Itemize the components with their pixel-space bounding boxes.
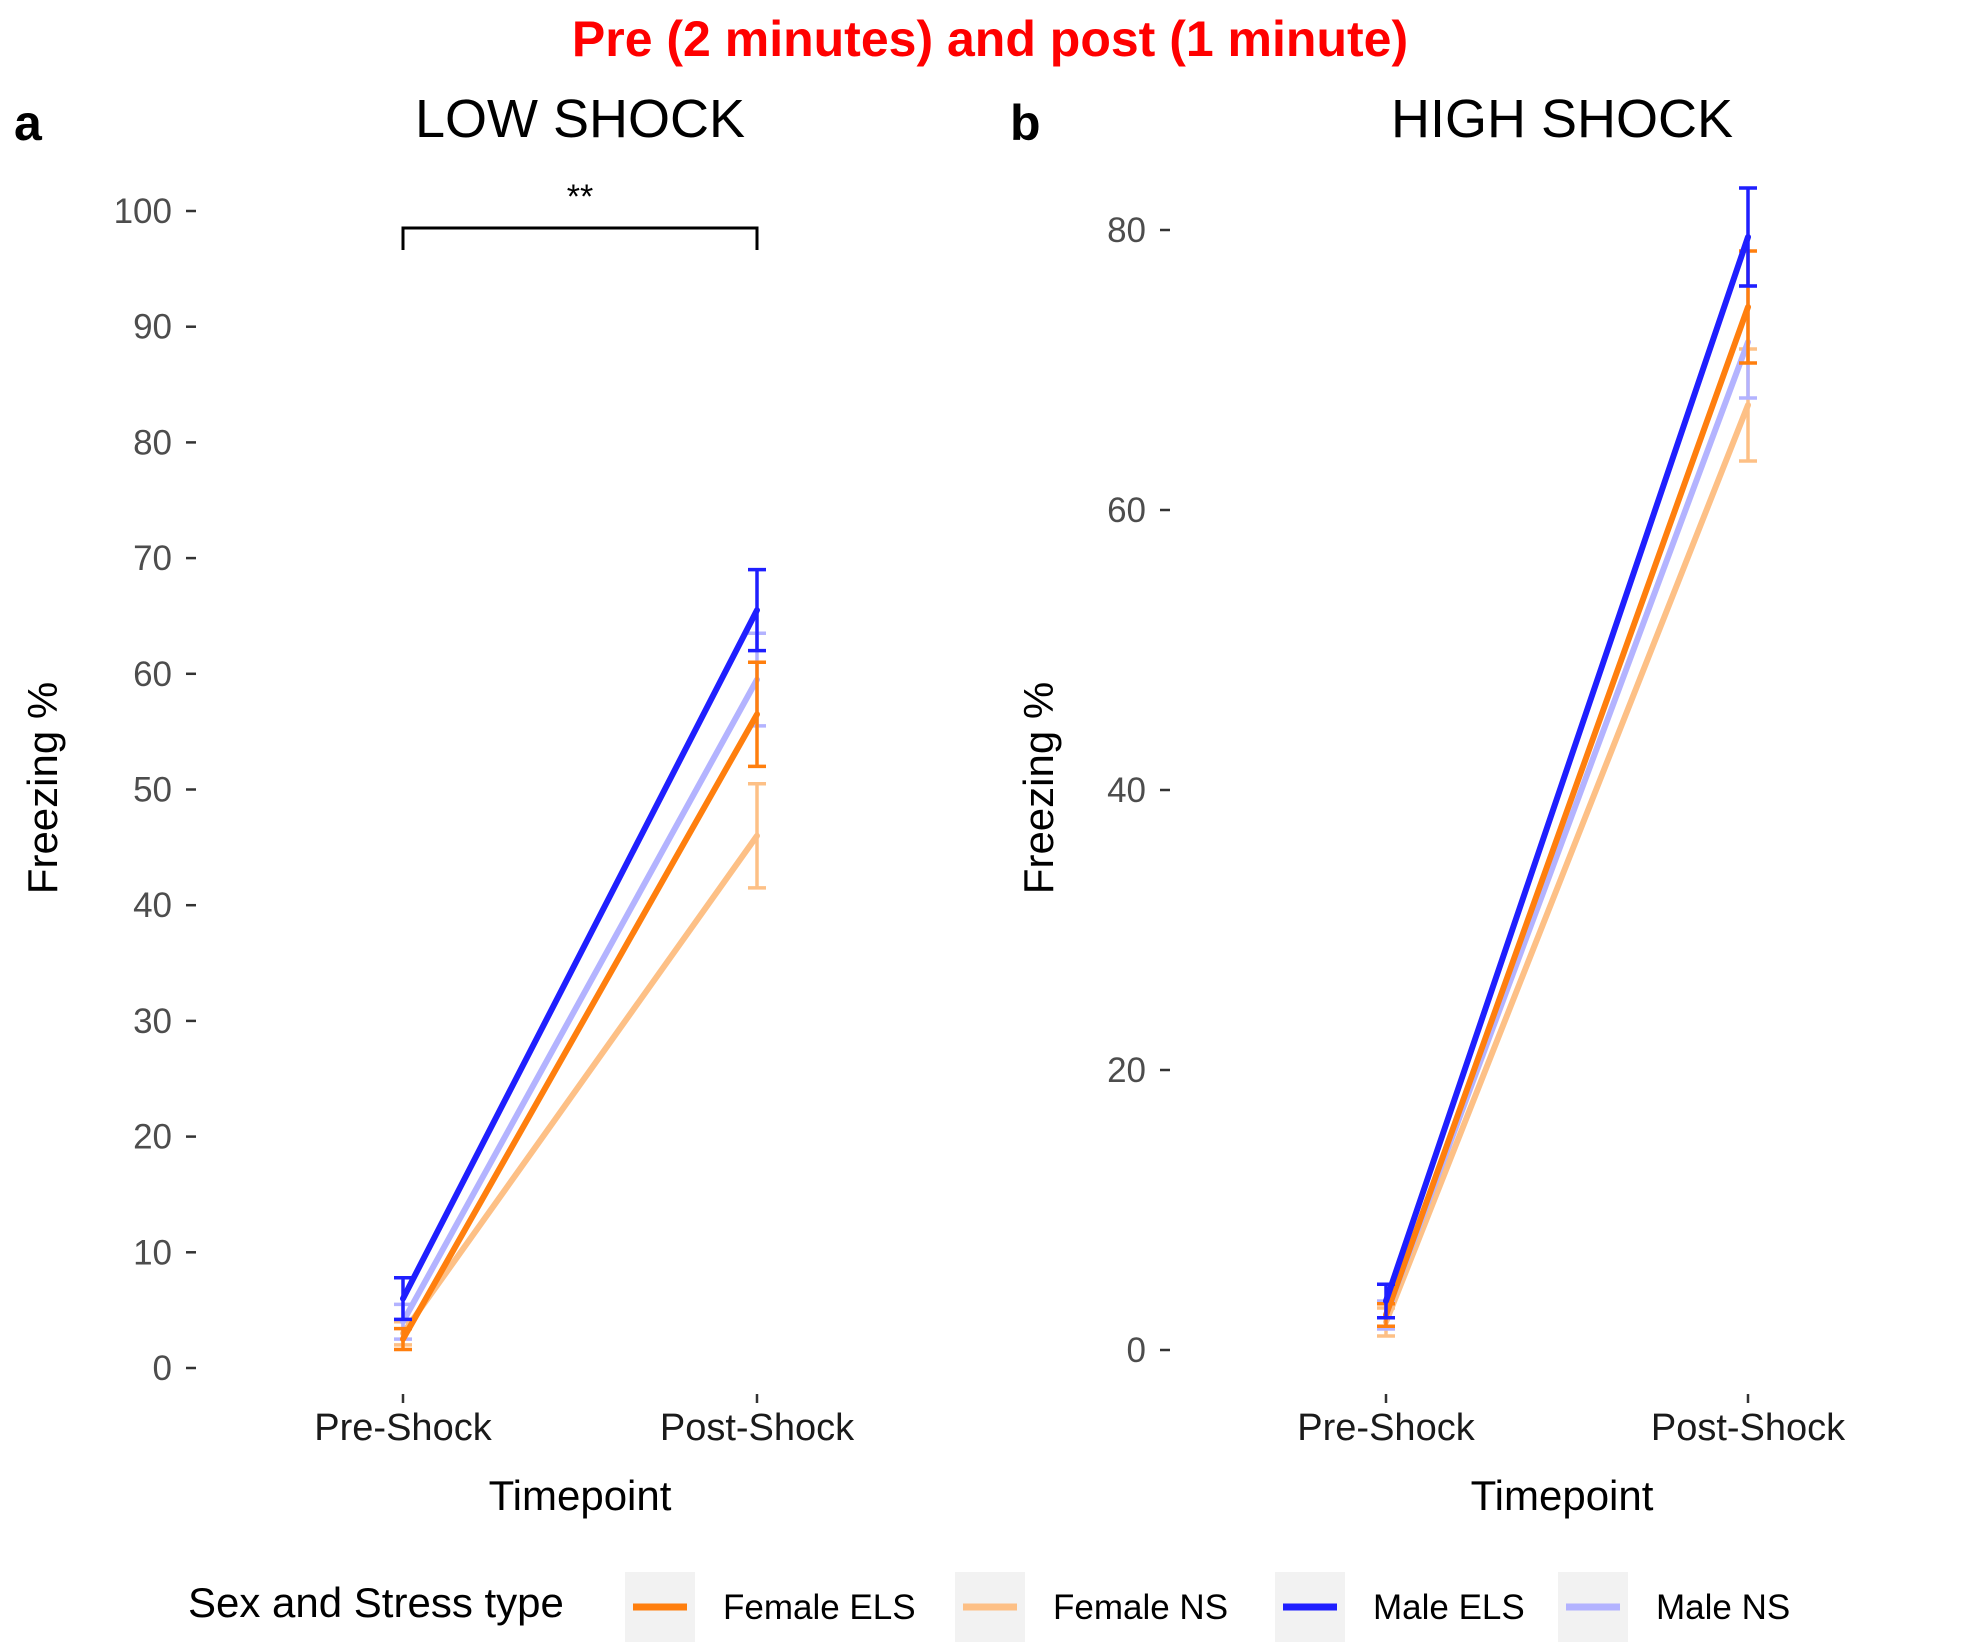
legend-item-female-ns: Female NS [955, 1572, 1228, 1642]
series-b [1377, 186, 1757, 1338]
error-bar-male-els [748, 567, 766, 653]
series-line-male-ns [400, 676, 760, 1325]
legend-item-male-els: Male ELS [1275, 1572, 1525, 1642]
y-axis-title-b: Freezing % [1015, 682, 1062, 894]
legend-item-male-ns: Male NS [1558, 1572, 1790, 1642]
panel-title-high-shock: HIGH SHOCK [1391, 89, 1733, 149]
series-line-female-els [400, 711, 760, 1343]
significance-bracket-line [401, 226, 759, 250]
error-bar-male-els [1377, 1282, 1395, 1320]
y-tick-label: 20 [1107, 1051, 1146, 1090]
legend-label: Female ELS [723, 1588, 916, 1627]
y-tick-label: 90 [133, 308, 172, 347]
significance-bracket: ** [401, 178, 759, 250]
legend-items: Female ELS Female NS Male ELS Male NS [625, 1572, 1790, 1642]
series-line-female-ns [400, 832, 760, 1337]
legend: Sex and Stress type Female ELS Female NS M… [188, 1572, 1790, 1642]
series-male-ns-a [394, 631, 766, 1341]
y-tick-label: 0 [1127, 1331, 1146, 1370]
series-line-female-els [1383, 304, 1751, 1318]
x-tick-label-pre-shock: Pre-Shock [314, 1407, 492, 1449]
x-axis-title-b: Timepoint [1471, 1472, 1654, 1519]
series-line-male-els [400, 607, 760, 1302]
y-tick-label: 70 [133, 539, 172, 578]
y-tick-label: 40 [1107, 771, 1146, 810]
y-tick-label: 20 [133, 1118, 172, 1157]
axes-a: 0 10 20 30 40 50 60 70 80 90 100 Pre-Shock Post-Shoc… [114, 192, 856, 1449]
x-tick-label-post-shock: Post-Shock [660, 1407, 855, 1449]
y-tick-label: 80 [133, 423, 172, 462]
error-bar-female-els [394, 1326, 412, 1352]
series-female-els-a [394, 660, 766, 1352]
y-axis-title-a: Freezing % [19, 682, 66, 894]
legend-label: Male NS [1656, 1588, 1790, 1627]
legend-label: Female NS [1053, 1588, 1228, 1627]
panel-letter-a: a [14, 95, 43, 151]
x-axis-title-a: Timepoint [489, 1472, 672, 1519]
panel-a: a LOW SHOCK Timepoint Freezing % 0 10 20 30… [14, 89, 855, 1519]
y-tick-label: 10 [133, 1233, 172, 1272]
error-bar-male-els [1739, 186, 1757, 288]
y-tick-label: 30 [133, 1002, 172, 1041]
y-tick-label: 80 [1107, 211, 1146, 250]
error-bar-female-els [748, 660, 766, 769]
y-tick-label: 0 [153, 1349, 172, 1388]
series-line-female-ns [1383, 402, 1751, 1325]
x-tick-label-pre-shock: Pre-Shock [1297, 1407, 1475, 1449]
error-bar-male-els [394, 1276, 412, 1322]
series-male-els-b [1377, 186, 1757, 1320]
x-tick-label-post-shock: Post-Shock [1651, 1407, 1846, 1449]
legend-label: Male ELS [1373, 1588, 1525, 1627]
panel-b: b HIGH SHOCK Timepoint Freezing % 0 20 40 6… [1010, 89, 1846, 1519]
y-tick-label: 60 [133, 655, 172, 694]
series-line-male-els [1383, 234, 1751, 1304]
legend-item-female-els: Female ELS [625, 1572, 916, 1642]
axes-b: 0 20 40 60 80 Pre-Shock Post-Shock [1107, 211, 1846, 1449]
y-tick-label: 60 [1107, 491, 1146, 530]
legend-title: Sex and Stress type [188, 1579, 564, 1626]
y-tick-label: 50 [133, 771, 172, 810]
figure-title: Pre (2 minutes) and post (1 minute) [572, 11, 1408, 67]
panel-letter-b: b [1010, 95, 1041, 151]
error-bar-female-ns [748, 781, 766, 890]
series-male-els-a [394, 567, 766, 1322]
y-tick-label: 40 [133, 886, 172, 925]
series-a [394, 567, 766, 1352]
panel-title-low-shock: LOW SHOCK [415, 89, 745, 149]
y-tick-label: 100 [114, 192, 172, 231]
significance-stars: ** [567, 178, 593, 216]
